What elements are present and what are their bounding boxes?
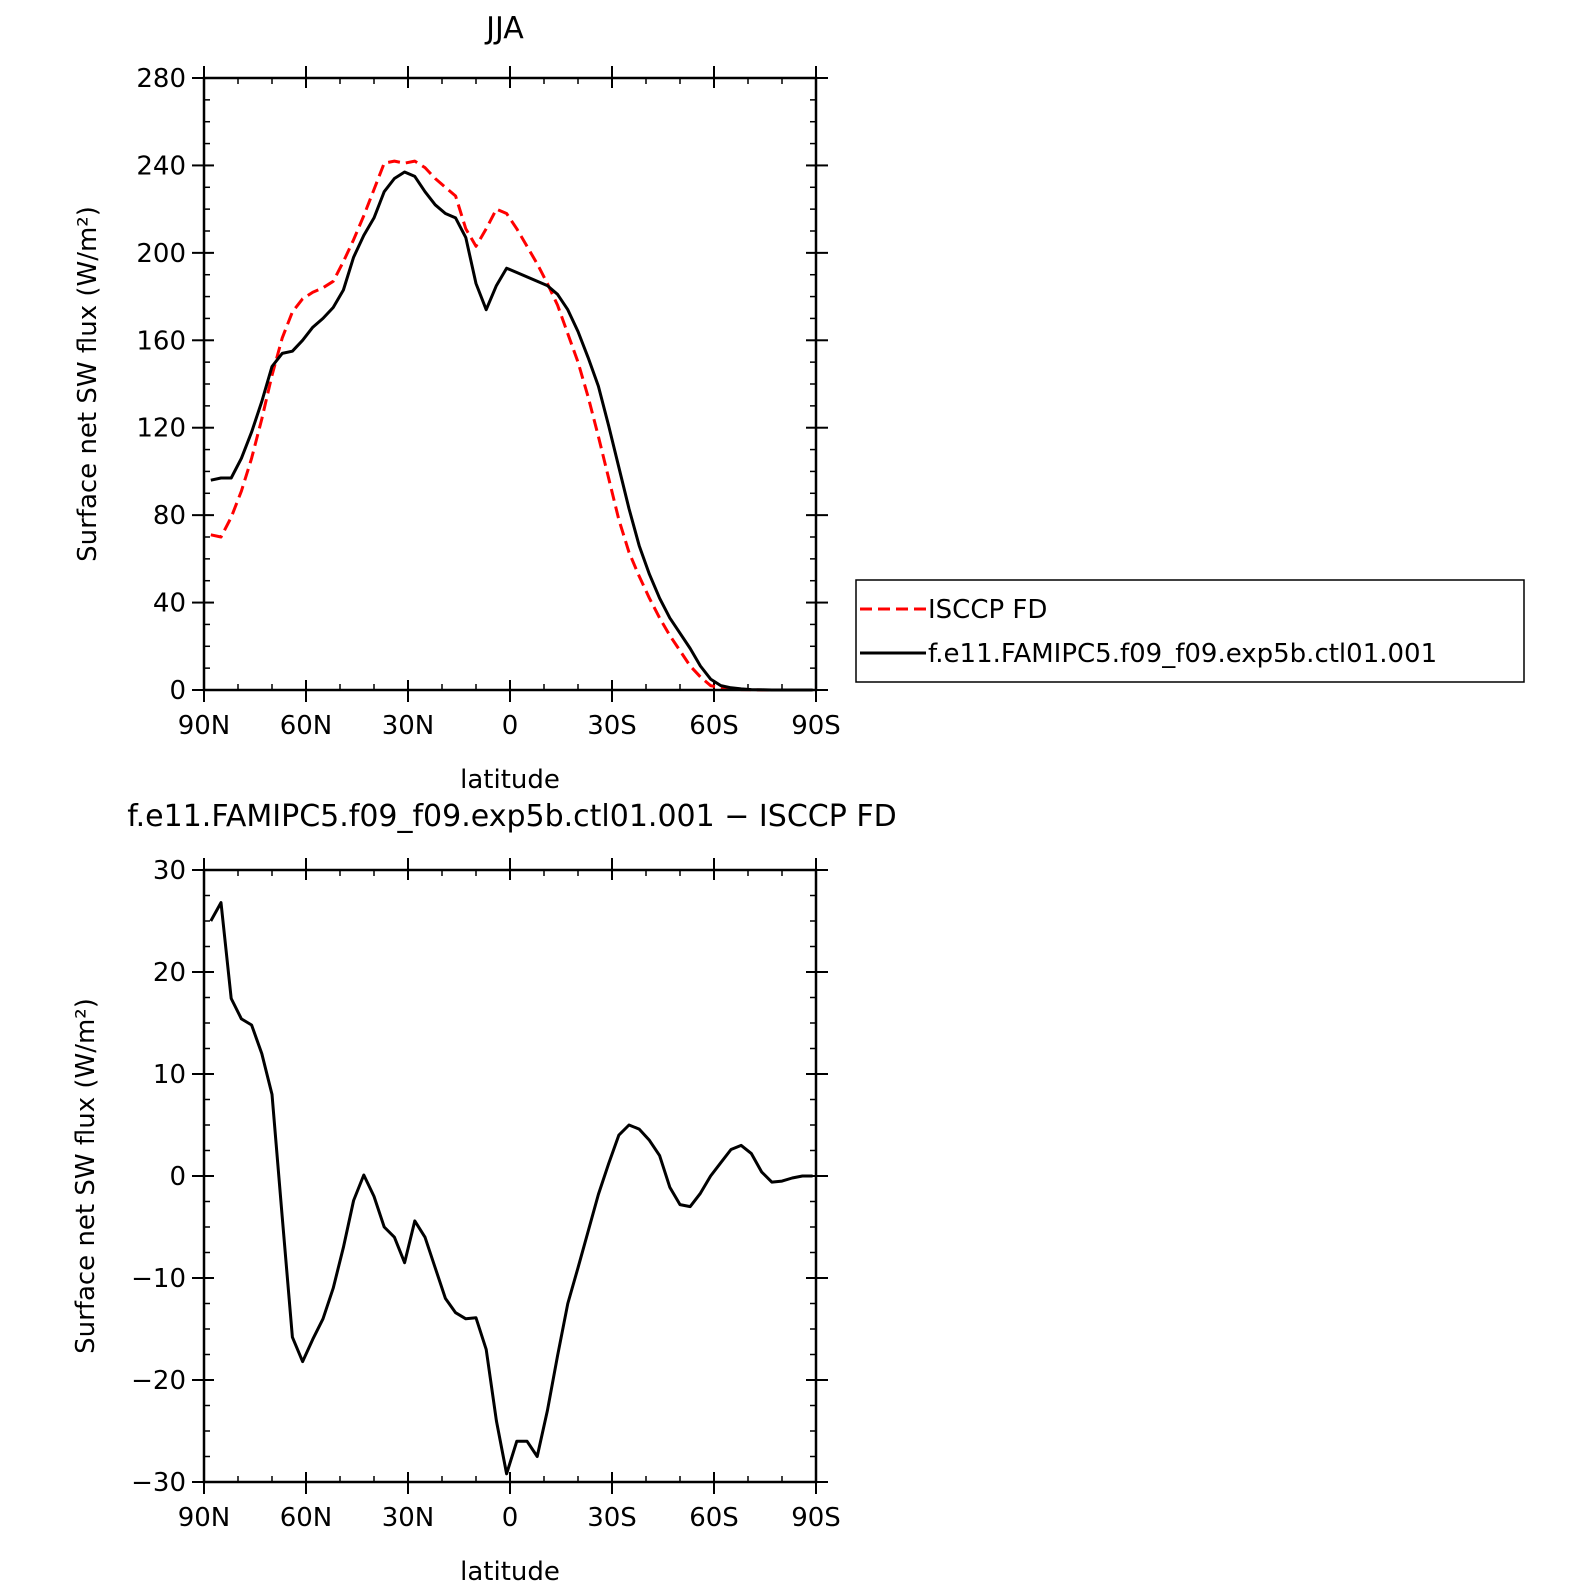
top-x-tick-label: 60N (280, 711, 333, 741)
bottom-x-tick-label: 60N (280, 1503, 333, 1533)
bottom-x-tick-label: 0 (502, 1503, 519, 1533)
bottom-plot-frame (202, 868, 818, 1484)
bottom-x-tick-label: 90N (178, 1503, 231, 1533)
bottom-y-tick-label: 20 (153, 958, 186, 988)
top-y-tick-label: 40 (153, 589, 186, 619)
top-x-axis-label: latitude (460, 765, 560, 795)
top-x-tick-label: 60S (689, 711, 739, 741)
bottom-y-tick-label: 10 (153, 1060, 186, 1090)
top-plot-frame (202, 76, 818, 692)
top-chart-title: JJA (484, 11, 524, 46)
top-x-tick-label: 90S (791, 711, 841, 741)
top-x-tick-label: 90N (178, 711, 231, 741)
top-y-tick-label: 160 (136, 326, 186, 356)
bottom-x-tick-label: 30S (587, 1503, 637, 1533)
legend-box (855, 579, 1525, 683)
legend: ISCCP FD f.e11.FAMIPC5.f09_f09.exp5b.ctl… (855, 579, 1525, 683)
top-y-tick-label: 280 (136, 64, 186, 94)
bottom-x-axis-label: latitude (460, 1557, 560, 1585)
top-y-tick-label: 80 (153, 501, 186, 531)
top-y-tick-label: 120 (136, 414, 186, 444)
top-series-line-1 (210, 170, 813, 692)
top-y-axis-label: Surface net SW flux (W/m²) (73, 206, 103, 562)
bottom-y-tick-label: −10 (131, 1264, 186, 1294)
top-y-tick-label: 200 (136, 239, 186, 269)
bottom-y-axis-label: Surface net SW flux (W/m²) (71, 998, 101, 1354)
top-panel: JJA 90N 60N 30N 0 30S 60S 90S 0 40 80 120 160 200 240… (73, 11, 1525, 795)
bottom-chart-title: f.e11.FAMIPC5.f09_f09.exp5b.ctl01.001 − … (127, 799, 896, 834)
bottom-y-tick-label: −30 (131, 1468, 186, 1498)
top-x-tick-label: 30N (382, 711, 435, 741)
top-series-line-0 (210, 159, 813, 692)
legend-label-model: f.e11.FAMIPC5.f09_f09.exp5b.ctl01.001 (928, 639, 1437, 669)
top-y-tick-label: 240 (136, 151, 186, 181)
bottom-x-tick-label: 60S (689, 1503, 739, 1533)
bottom-plot-area: 90N 60N 30N 0 30S 60S 90S −30 −20 −10 0 10 20 30 (131, 856, 841, 1533)
bottom-series-line-0 (209, 901, 813, 1476)
top-plot-area: 90N 60N 30N 0 30S 60S 90S 0 40 80 120 160 200 240 280 (136, 64, 840, 741)
legend-label-isccp: ISCCP FD (928, 595, 1047, 625)
bottom-y-tick-label: 30 (153, 856, 186, 886)
top-x-tick-label: 0 (502, 711, 519, 741)
top-x-tick-label: 30S (587, 711, 637, 741)
bottom-panel: f.e11.FAMIPC5.f09_f09.exp5b.ctl01.001 − … (71, 799, 897, 1585)
bottom-x-tick-label: 30N (382, 1503, 435, 1533)
bottom-y-tick-label: −20 (131, 1366, 186, 1396)
bottom-x-tick-label: 90S (791, 1503, 841, 1533)
bottom-y-tick-label: 0 (169, 1162, 186, 1192)
top-y-tick-label: 0 (169, 676, 186, 706)
